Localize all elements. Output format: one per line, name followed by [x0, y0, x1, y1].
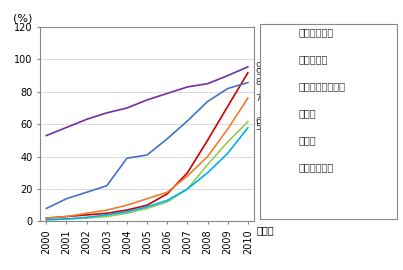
- コートジボワール: [225, 127, 230, 131]
- シリア: [225, 152, 230, 155]
- フィリピン: [44, 207, 49, 210]
- シリア: [44, 218, 49, 221]
- シリア: [205, 171, 210, 174]
- インドネシア: [185, 171, 190, 174]
- （参考）日本: [225, 74, 230, 77]
- コートジボワール: [125, 204, 129, 207]
- フィリピン: [104, 184, 109, 187]
- （参考）日本: [104, 111, 109, 114]
- Line: ケニア: ケニア: [46, 122, 248, 220]
- （参考）日本: [64, 126, 69, 129]
- フィリピン: [64, 197, 69, 200]
- Text: シリア: シリア: [298, 135, 316, 146]
- インドネシア: [44, 217, 49, 220]
- （参考）日本: [245, 65, 250, 69]
- シリア: [165, 199, 170, 202]
- コートジボワール: [84, 212, 89, 215]
- シリア: [104, 213, 109, 217]
- Text: 76.1: 76.1: [255, 94, 275, 103]
- （参考）日本: [44, 134, 49, 137]
- Line: シリア: シリア: [46, 128, 248, 220]
- インドネシア: [225, 105, 230, 108]
- フィリピン: [225, 87, 230, 90]
- フィリピン: [245, 81, 250, 84]
- インドネシア: [165, 192, 170, 195]
- （参考）日本: [205, 82, 210, 85]
- インドネシア: [125, 208, 129, 212]
- インドネシア: [145, 204, 150, 207]
- Text: （参考）日本: （参考）日本: [298, 162, 333, 173]
- Text: (%): (%): [12, 13, 32, 23]
- ケニア: [104, 215, 109, 218]
- Text: 57.8: 57.8: [255, 123, 275, 132]
- （参考）日本: [185, 85, 190, 89]
- コートジボワール: [185, 174, 190, 178]
- ケニア: [165, 200, 170, 204]
- シリア: [245, 126, 250, 129]
- ケニア: [84, 217, 89, 220]
- コートジボワール: [245, 96, 250, 100]
- ケニア: [185, 187, 190, 191]
- Line: インドネシア: インドネシア: [46, 73, 248, 218]
- コートジボワール: [205, 155, 210, 158]
- フィリピン: [205, 100, 210, 103]
- Text: 91.7: 91.7: [255, 68, 275, 77]
- Text: 61.6: 61.6: [255, 117, 275, 126]
- Text: 85.7: 85.7: [255, 78, 275, 87]
- ケニア: [145, 207, 150, 210]
- シリア: [145, 205, 150, 208]
- シリア: [84, 216, 89, 219]
- フィリピン: [145, 153, 150, 157]
- （参考）日本: [145, 98, 150, 102]
- Text: ケニア: ケニア: [298, 108, 316, 119]
- コートジボワール: [64, 215, 69, 218]
- ケニア: [225, 140, 230, 144]
- フィリピン: [84, 191, 89, 194]
- インドネシア: [64, 215, 69, 218]
- （参考）日本: [84, 118, 89, 121]
- Line: フィリピン: フィリピン: [46, 83, 248, 208]
- ケニア: [205, 163, 210, 166]
- （参考）日本: [125, 106, 129, 110]
- シリア: [125, 210, 129, 213]
- フィリピン: [125, 157, 129, 160]
- インドネシア: [205, 139, 210, 142]
- ケニア: [44, 218, 49, 221]
- ケニア: [125, 212, 129, 215]
- フィリピン: [185, 119, 190, 123]
- コートジボワール: [165, 191, 170, 194]
- Text: 95.4: 95.4: [255, 62, 275, 71]
- フィリピン: [165, 137, 170, 140]
- Text: インドネシア: インドネシア: [298, 27, 333, 38]
- Line: （参考）日本: （参考）日本: [46, 67, 248, 136]
- シリア: [185, 187, 190, 191]
- インドネシア: [104, 212, 109, 215]
- インドネシア: [245, 71, 250, 75]
- ケニア: [245, 120, 250, 123]
- （参考）日本: [165, 92, 170, 95]
- Line: コートジボワール: コートジボワール: [46, 98, 248, 218]
- Text: コートジボワール: コートジボワール: [298, 81, 345, 92]
- コートジボワール: [104, 208, 109, 212]
- Text: フィリピン: フィリピン: [298, 54, 328, 65]
- コートジボワール: [145, 197, 150, 200]
- インドネシア: [84, 213, 89, 217]
- Text: （年）: （年）: [256, 225, 274, 235]
- ケニア: [64, 217, 69, 221]
- コートジボワール: [44, 217, 49, 220]
- シリア: [64, 217, 69, 221]
